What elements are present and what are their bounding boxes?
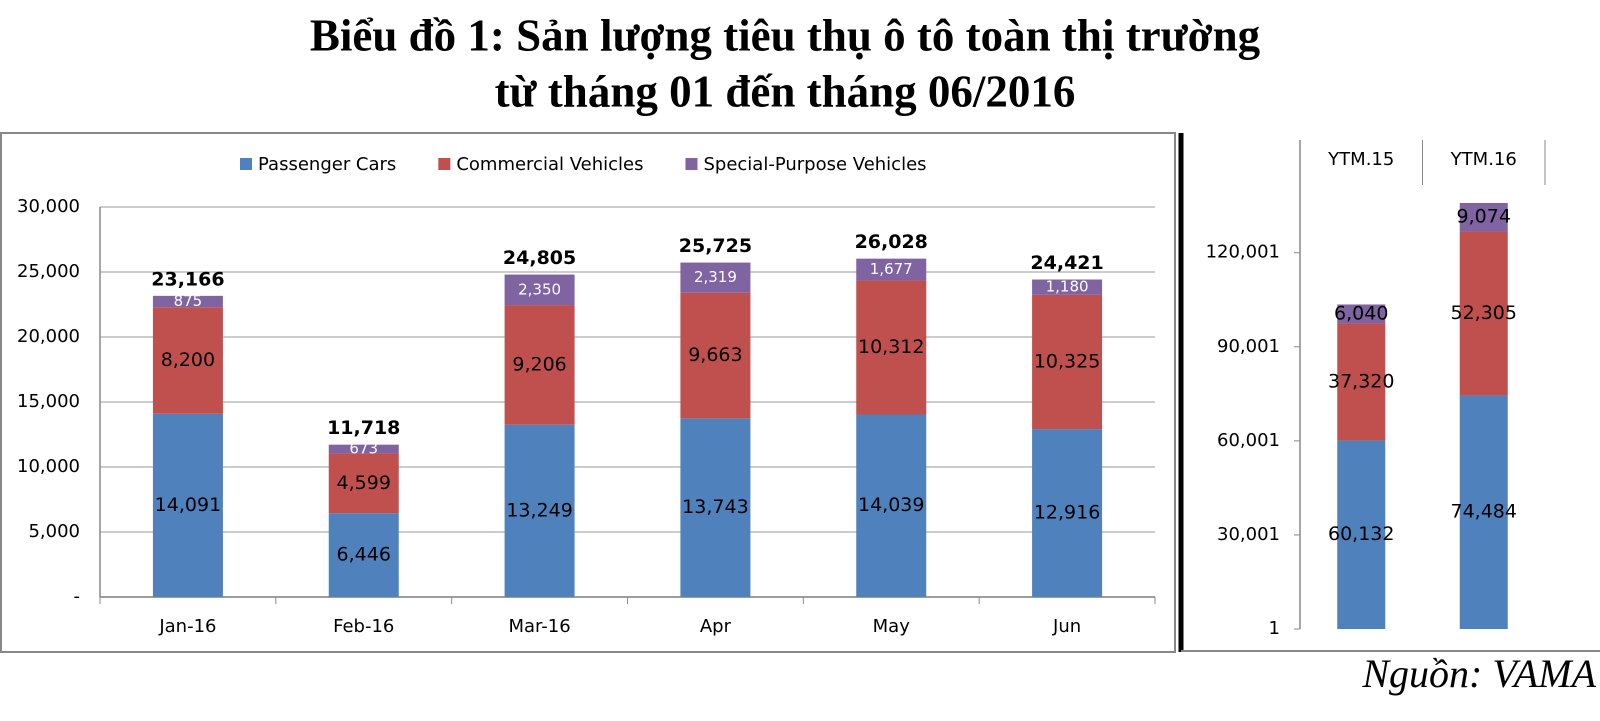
data-label: 2,350: [518, 280, 561, 298]
data-label: 9,663: [688, 344, 742, 366]
total-label: 23,166: [151, 268, 224, 290]
legend-swatch: [240, 158, 252, 170]
x-tick-label: Jun: [1052, 616, 1081, 637]
y-tick-label: -: [74, 586, 81, 607]
data-label: 4,599: [337, 472, 391, 494]
data-label: 1,677: [870, 260, 913, 278]
y-tick-label: 10,000: [17, 456, 80, 477]
source: Nguồn: VAMA: [1361, 651, 1596, 696]
bar-segment: [1337, 304, 1386, 324]
y-tick-label: 20,000: [17, 326, 80, 347]
y-tick-label: 60,001: [1217, 430, 1280, 451]
legend-label: Commercial Vehicles: [456, 154, 643, 175]
x-tick-label: YTM.16: [1450, 149, 1517, 170]
data-label: 2,319: [694, 268, 737, 286]
bar-segment: [1337, 323, 1386, 441]
bar-segment: [1032, 279, 1103, 295]
bar-segment: [152, 307, 223, 414]
data-label: 13,743: [682, 496, 748, 518]
total-label: 11,718: [327, 417, 400, 439]
y-tick-label: 30,000: [17, 196, 80, 217]
data-label: 13,249: [506, 499, 572, 521]
data-label: 6,446: [337, 544, 391, 566]
bar-segment: [1032, 294, 1103, 430]
x-tick-label: Mar-16: [508, 616, 570, 637]
bar-segment: [1459, 202, 1508, 232]
x-tick-label: YTM.15: [1327, 149, 1394, 170]
total-label: 25,725: [679, 235, 752, 257]
bar-segment: [152, 413, 223, 597]
total-label: 24,805: [503, 247, 576, 269]
bar-segment: [856, 414, 927, 597]
legend-label: Special-Purpose Vehicles: [703, 154, 926, 175]
total-label: 26,028: [855, 231, 928, 253]
legend-label: Passenger Cars: [258, 154, 396, 175]
data-label: 673: [349, 440, 378, 458]
data-label: 875: [174, 292, 203, 310]
bar-segment: [1337, 440, 1386, 629]
data-label: 6,040: [1334, 302, 1388, 324]
x-tick-label: Apr: [700, 616, 732, 637]
bar-segment: [328, 513, 399, 597]
data-label: 14,039: [858, 494, 924, 516]
y-tick-label: 15,000: [17, 391, 80, 412]
y-tick-label: 30,001: [1217, 524, 1280, 545]
data-label: 60,132: [1328, 523, 1394, 545]
legend-swatch: [685, 158, 698, 170]
data-label: 9,206: [512, 353, 566, 375]
y-tick-label: 5,000: [28, 521, 80, 542]
x-tick-label: Feb-16: [333, 616, 394, 637]
data-label: 1,180: [1046, 278, 1089, 296]
chart-title: Biểu đồ 1: Sản lượng tiêu thụ ô tô toàn …: [310, 10, 1261, 60]
data-label: 8,200: [161, 349, 215, 371]
chart-title: từ tháng 01 đến tháng 06/2016: [495, 66, 1076, 116]
bar-segment: [328, 444, 399, 454]
data-label: 9,074: [1457, 206, 1511, 228]
data-label: 74,484: [1451, 501, 1517, 523]
x-tick-label: Jan-16: [158, 616, 216, 637]
bar-segment: [1032, 429, 1103, 597]
bar-segment: [680, 418, 751, 597]
bar-segment: [328, 453, 399, 514]
bar-segment: [856, 258, 927, 281]
bar-segment: [680, 292, 751, 419]
bar-segment: [1459, 231, 1508, 396]
bar-segment: [856, 280, 927, 415]
data-label: 10,325: [1034, 350, 1100, 372]
bar-segment: [504, 305, 575, 425]
y-tick-label: 90,001: [1217, 336, 1280, 357]
bar-segment: [504, 424, 575, 597]
data-label: 37,320: [1328, 370, 1394, 392]
chart-frame: [0, 132, 1176, 653]
legend-swatch: [438, 158, 451, 170]
data-label: 14,091: [155, 494, 221, 516]
data-label: 10,312: [858, 336, 924, 358]
total-label: 24,421: [1030, 252, 1103, 274]
x-tick-label: May: [873, 616, 911, 637]
bar-segment: [504, 274, 575, 306]
data-label: 52,305: [1451, 302, 1517, 324]
data-label: 12,916: [1034, 502, 1100, 524]
bar-segment: [680, 262, 751, 293]
bar-segment: [1459, 395, 1508, 629]
y-tick-label: 120,001: [1206, 242, 1280, 263]
bar-segment: [152, 295, 223, 308]
y-tick-label: 25,000: [17, 261, 80, 282]
y-tick-label: 1: [1269, 618, 1280, 639]
